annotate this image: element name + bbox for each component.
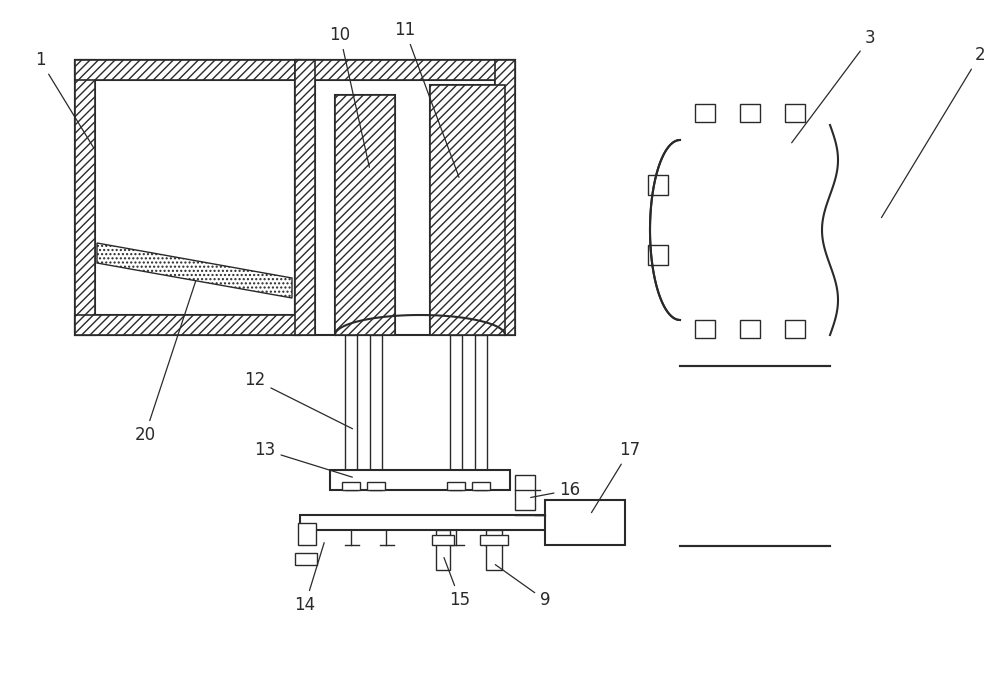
Bar xyxy=(447,482,465,490)
Text: 10: 10 xyxy=(329,26,369,167)
Bar xyxy=(295,60,315,335)
Bar xyxy=(335,95,395,335)
Bar xyxy=(493,200,513,230)
Bar xyxy=(75,60,300,80)
Polygon shape xyxy=(97,243,292,298)
Text: 2: 2 xyxy=(881,46,985,217)
Bar xyxy=(75,315,300,335)
Text: 1: 1 xyxy=(35,51,94,147)
Bar xyxy=(295,60,515,80)
Bar xyxy=(740,104,760,122)
Bar xyxy=(367,482,385,490)
Bar xyxy=(475,335,487,490)
Bar xyxy=(430,85,505,335)
Text: 14: 14 xyxy=(294,543,324,614)
Bar xyxy=(545,500,625,545)
Bar xyxy=(75,60,300,80)
Bar xyxy=(345,335,357,490)
Bar xyxy=(648,175,668,195)
Bar xyxy=(648,245,668,265)
Bar xyxy=(436,530,450,570)
Bar xyxy=(785,104,805,122)
Bar xyxy=(740,320,760,338)
Bar xyxy=(330,470,510,490)
Bar xyxy=(295,60,515,80)
Bar xyxy=(335,95,395,335)
Text: 16: 16 xyxy=(531,481,581,499)
Bar xyxy=(370,335,382,490)
Bar xyxy=(785,320,805,338)
Text: 11: 11 xyxy=(394,21,459,178)
Bar xyxy=(298,523,316,545)
Text: 17: 17 xyxy=(591,441,641,512)
Bar xyxy=(432,535,454,545)
Text: 12: 12 xyxy=(244,371,353,429)
Bar xyxy=(695,104,715,122)
Bar xyxy=(495,60,515,335)
Bar xyxy=(75,315,300,335)
Text: 3: 3 xyxy=(792,29,875,143)
Bar xyxy=(342,482,360,490)
Bar xyxy=(295,60,515,335)
Bar xyxy=(75,60,95,335)
Bar xyxy=(295,553,317,565)
Bar xyxy=(495,60,515,335)
Bar xyxy=(75,60,95,335)
Text: 20: 20 xyxy=(134,271,199,444)
Bar xyxy=(695,320,715,338)
Bar xyxy=(486,530,502,570)
Bar xyxy=(472,482,490,490)
Bar xyxy=(295,60,315,335)
Bar xyxy=(300,515,555,530)
Bar xyxy=(430,85,505,335)
Text: 9: 9 xyxy=(495,565,550,609)
Bar xyxy=(515,475,535,510)
Text: 13: 13 xyxy=(254,441,352,477)
Bar xyxy=(75,60,300,335)
Bar xyxy=(480,535,508,545)
Text: 15: 15 xyxy=(444,558,471,609)
Bar xyxy=(450,335,462,490)
